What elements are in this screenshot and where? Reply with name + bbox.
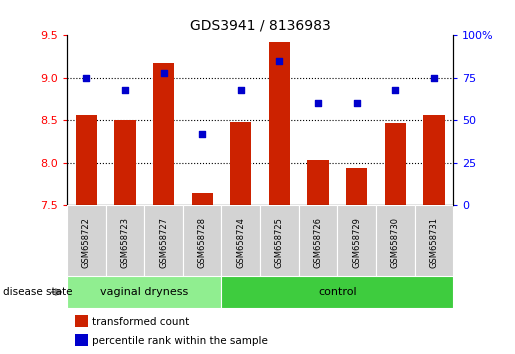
Text: GSM658724: GSM658724 bbox=[236, 217, 245, 268]
Text: GSM658723: GSM658723 bbox=[121, 217, 129, 268]
Bar bbox=[385, 123, 406, 205]
Bar bbox=[75, 315, 88, 327]
Point bbox=[430, 75, 438, 81]
Text: GSM658725: GSM658725 bbox=[275, 217, 284, 268]
Bar bbox=[76, 115, 97, 205]
Bar bbox=[183, 205, 221, 276]
Text: GSM658731: GSM658731 bbox=[430, 217, 438, 268]
Text: GSM658722: GSM658722 bbox=[82, 217, 91, 268]
Bar bbox=[260, 205, 299, 276]
Bar bbox=[376, 205, 415, 276]
Bar bbox=[153, 63, 174, 205]
Text: GSM658728: GSM658728 bbox=[198, 217, 207, 268]
Text: vaginal dryness: vaginal dryness bbox=[100, 287, 188, 297]
Bar bbox=[192, 193, 213, 205]
Point bbox=[198, 131, 206, 137]
Point bbox=[159, 70, 167, 76]
Bar bbox=[75, 334, 88, 346]
Text: percentile rank within the sample: percentile rank within the sample bbox=[92, 336, 268, 346]
Text: GSM658730: GSM658730 bbox=[391, 217, 400, 268]
Bar bbox=[337, 205, 376, 276]
Point bbox=[314, 101, 322, 106]
Text: GSM658729: GSM658729 bbox=[352, 217, 361, 268]
Bar bbox=[221, 276, 453, 308]
Title: GDS3941 / 8136983: GDS3941 / 8136983 bbox=[190, 19, 331, 33]
Text: transformed count: transformed count bbox=[92, 316, 190, 327]
Bar bbox=[423, 115, 444, 205]
Bar bbox=[221, 205, 260, 276]
Point bbox=[352, 101, 360, 106]
Bar bbox=[230, 122, 251, 205]
Bar bbox=[67, 205, 106, 276]
Bar bbox=[346, 168, 367, 205]
Text: disease state: disease state bbox=[3, 287, 72, 297]
Bar bbox=[299, 205, 337, 276]
Text: GSM658727: GSM658727 bbox=[159, 217, 168, 268]
Point bbox=[236, 87, 245, 93]
Bar bbox=[307, 160, 329, 205]
Point bbox=[275, 58, 283, 64]
Bar bbox=[67, 276, 221, 308]
Bar bbox=[114, 120, 135, 205]
Bar bbox=[144, 205, 183, 276]
Point bbox=[391, 87, 400, 93]
Bar bbox=[415, 205, 453, 276]
Bar bbox=[106, 205, 144, 276]
Point bbox=[82, 75, 91, 81]
Point bbox=[121, 87, 129, 93]
Text: control: control bbox=[318, 287, 356, 297]
Text: GSM658726: GSM658726 bbox=[314, 217, 322, 268]
Bar bbox=[269, 42, 290, 205]
